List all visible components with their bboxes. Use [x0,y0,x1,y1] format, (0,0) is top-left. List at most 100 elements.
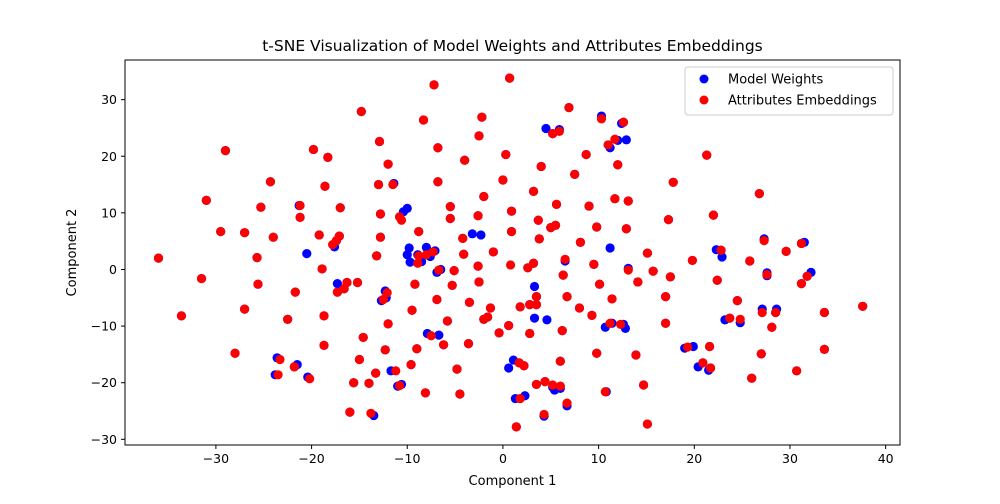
data-point-1 [605,318,615,328]
data-point-1 [600,387,610,397]
data-point-1 [796,238,807,249]
data-point-1 [560,254,570,264]
data-point-1 [616,319,626,329]
data-point-1 [819,344,830,354]
y-tick-label: −10 [91,319,117,334]
data-point-0 [332,279,343,289]
data-point-1 [557,326,567,336]
data-point-0 [621,135,631,145]
data-point-1 [439,340,449,350]
data-point-1 [603,140,613,150]
data-point-1 [373,179,384,190]
data-point-1 [216,226,226,237]
data-point-1 [432,294,442,305]
data-point-1 [433,177,443,187]
data-point-1 [372,251,382,261]
data-point-1 [358,332,368,343]
data-point-0 [402,203,412,213]
data-point-1 [531,299,542,310]
data-point-1 [477,112,487,122]
data-point-1 [548,380,558,390]
data-point-1 [613,160,623,170]
y-tick-label: −30 [91,432,117,447]
data-point-1 [705,341,715,352]
data-point-0 [302,249,312,259]
data-point-1 [525,328,535,339]
data-point-1 [618,117,629,127]
data-point-1 [319,340,329,350]
data-point-1 [555,381,565,391]
data-point-1 [317,264,327,274]
data-point-1 [511,422,521,432]
legend-marker-attributes-embeddings [699,95,709,105]
data-point-1 [771,307,781,318]
data-point-1 [429,80,439,90]
data-point-1 [531,379,542,390]
data-point-1 [319,311,329,321]
data-point-1 [663,215,674,225]
data-point-1 [648,266,658,276]
data-point-0 [405,257,415,267]
data-point-1 [452,364,462,374]
x-tick-label: −10 [394,451,420,466]
data-point-1 [589,259,599,269]
data-point-1 [396,215,407,225]
data-point-1 [796,279,807,289]
data-point-1 [256,202,266,212]
data-point-1 [352,277,363,288]
data-point-1 [474,277,484,287]
data-point-1 [592,222,602,232]
data-point-1 [494,328,504,338]
data-point-1 [383,319,393,329]
data-point-1 [534,234,544,244]
data-point-1 [426,331,436,341]
data-point-1 [633,277,643,287]
data-point-1 [275,354,285,365]
data-point-1 [290,287,300,297]
legend: Model Weights Attributes Embeddings [684,66,894,116]
data-point-1 [305,374,315,384]
data-point-1 [479,191,489,202]
data-point-1 [858,301,868,311]
data-point-1 [536,161,546,172]
data-point-1 [410,279,420,289]
data-point-1 [434,265,444,275]
x-tick-label: 40 [878,451,894,466]
data-point-1 [459,249,469,259]
data-point-1 [473,211,483,221]
data-point-1 [539,409,549,420]
data-point-1 [528,258,539,268]
data-point-1 [687,255,697,266]
y-tick-label: 20 [101,149,117,164]
legend-label-attributes-embeddings: Attributes Embeddings [728,94,877,109]
data-point-1 [252,253,262,263]
data-point-1 [474,131,484,141]
data-point-1 [515,393,525,404]
data-point-1 [555,356,565,366]
data-point-1 [754,189,764,199]
data-point-1 [388,179,398,190]
y-tick-label: 30 [101,92,117,107]
data-point-1 [418,115,429,125]
legend-marker-model-weights [699,74,709,84]
data-point-1 [642,419,653,429]
data-point-1 [366,408,376,418]
data-point-1 [354,354,365,365]
data-point-0 [504,363,514,373]
data-point-1 [265,177,276,187]
data-point-1 [420,388,431,398]
data-point-1 [498,175,508,185]
data-point-1 [584,201,594,211]
data-point-1 [505,260,516,270]
data-point-1 [488,247,498,257]
data-point-1 [621,224,631,234]
data-point-1 [702,150,712,160]
data-point-1 [623,265,633,275]
x-axis-label: Component 1 [469,474,557,489]
y-axis-label: Component 2 [65,209,80,297]
data-point-1 [196,273,207,284]
data-point-1 [665,272,675,282]
data-point-1 [356,106,366,117]
data-point-1 [473,261,483,271]
data-point-1 [660,292,671,302]
